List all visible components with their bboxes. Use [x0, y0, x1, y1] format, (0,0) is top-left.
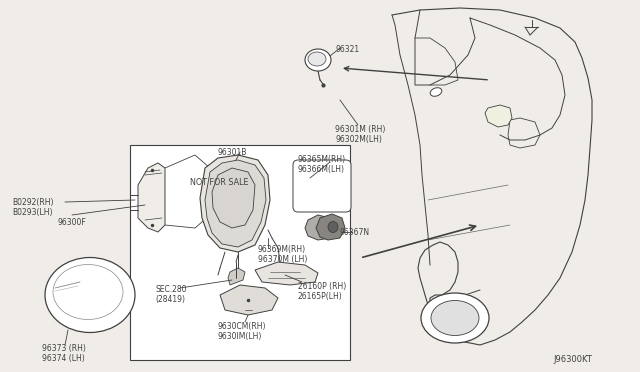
Polygon shape — [212, 168, 255, 228]
Ellipse shape — [421, 293, 489, 343]
Text: 96367N: 96367N — [340, 228, 370, 237]
Ellipse shape — [45, 257, 135, 333]
Polygon shape — [228, 268, 245, 285]
Polygon shape — [316, 214, 345, 240]
Text: 9630lM(LH): 9630lM(LH) — [218, 332, 262, 341]
Text: 26160P (RH): 26160P (RH) — [298, 282, 346, 291]
Polygon shape — [205, 160, 266, 247]
Ellipse shape — [431, 301, 479, 336]
Text: 96300F: 96300F — [58, 218, 86, 227]
Ellipse shape — [305, 49, 331, 71]
Text: 96365M(RH): 96365M(RH) — [298, 155, 346, 164]
Ellipse shape — [308, 52, 326, 66]
Text: 96301B: 96301B — [217, 148, 246, 157]
Text: 9630CM(RH): 9630CM(RH) — [218, 322, 266, 331]
Polygon shape — [138, 163, 165, 232]
Ellipse shape — [328, 221, 338, 232]
Text: NOT FOR SALE: NOT FOR SALE — [190, 178, 248, 187]
Text: 96302M(LH): 96302M(LH) — [335, 135, 382, 144]
Polygon shape — [200, 155, 270, 252]
Text: 96366M(LH): 96366M(LH) — [298, 165, 345, 174]
Text: 96370M (LH): 96370M (LH) — [258, 255, 307, 264]
Polygon shape — [485, 105, 512, 127]
Text: B0292(RH): B0292(RH) — [12, 198, 54, 207]
FancyBboxPatch shape — [293, 160, 351, 212]
Text: J96300KT: J96300KT — [553, 355, 592, 364]
Ellipse shape — [430, 88, 442, 96]
Polygon shape — [220, 285, 278, 315]
Polygon shape — [255, 262, 318, 285]
Text: 96369M(RH): 96369M(RH) — [258, 245, 306, 254]
Text: 96374 (LH): 96374 (LH) — [42, 354, 84, 363]
Polygon shape — [305, 215, 335, 240]
Bar — [130, 145, 350, 360]
Text: SEC.280: SEC.280 — [155, 285, 186, 294]
Text: 96301M (RH): 96301M (RH) — [335, 125, 385, 134]
Text: 96321: 96321 — [335, 45, 359, 54]
Text: (28419): (28419) — [155, 295, 185, 304]
Text: B0293(LH): B0293(LH) — [12, 208, 52, 217]
Text: 96373 (RH): 96373 (RH) — [42, 344, 86, 353]
Text: 26165P(LH): 26165P(LH) — [298, 292, 343, 301]
